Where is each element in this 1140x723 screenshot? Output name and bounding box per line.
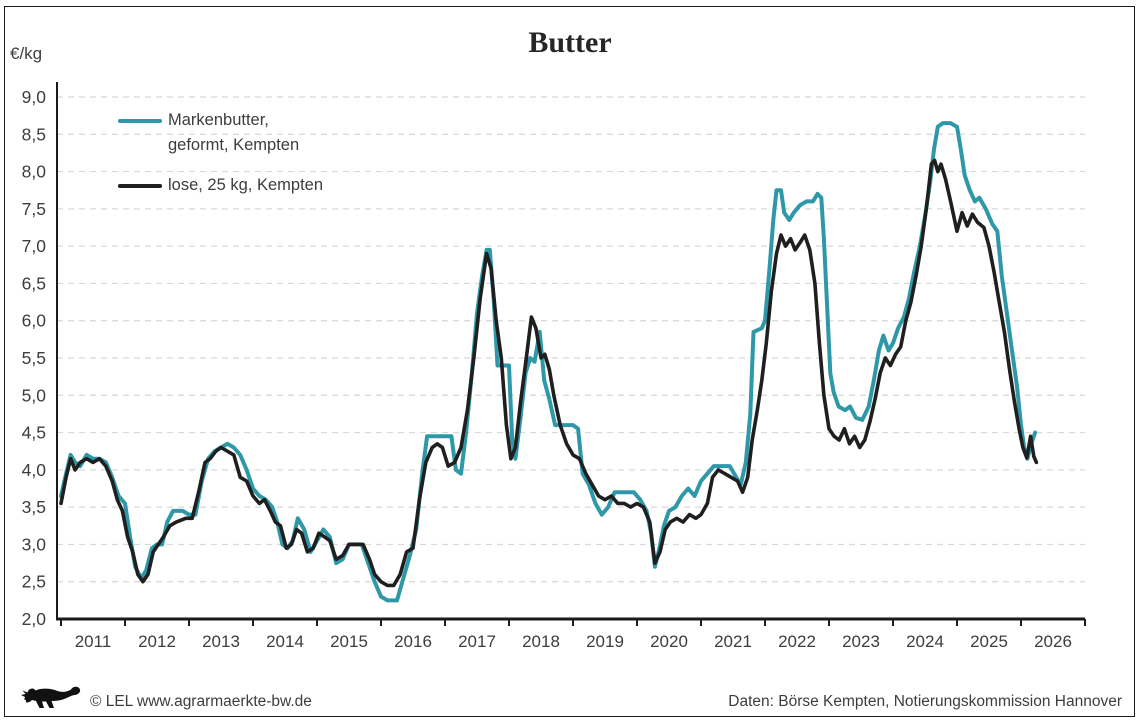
x-tick-label: 2020 — [650, 632, 688, 651]
lose-price-line — [59, 158, 1039, 588]
legend-item-markenbutter: Markenbutter, geformt, Kempten — [118, 108, 323, 158]
y-axis-unit-label: €/kg — [10, 44, 43, 63]
copyright-text: © LEL www.agrarmaerkte-bw.de — [90, 693, 312, 710]
x-tick-label: 2014 — [266, 632, 304, 651]
y-tick-label: 6,0 — [22, 311, 47, 331]
y-tick-label: 2,0 — [22, 609, 47, 629]
y-tick-label: 4,5 — [22, 423, 46, 443]
page-title: Butter — [528, 26, 612, 59]
y-tick-label: 9,0 — [22, 87, 47, 107]
y-tick-label: 3,0 — [22, 534, 47, 554]
lose-line-swatch — [118, 184, 162, 188]
data-source-text: Daten: Börse Kempten, Notierungskommissi… — [728, 693, 1122, 710]
x-tick-label: 2023 — [842, 632, 880, 651]
y-tick-label: 3,5 — [22, 497, 46, 517]
x-tick-label: 2026 — [1034, 632, 1072, 651]
y-tick-label: 5,5 — [22, 348, 46, 368]
x-tick-label: 2015 — [330, 632, 368, 651]
y-tick-label: 7,0 — [22, 236, 47, 256]
legend-label: geformt, Kempten — [168, 136, 300, 154]
x-tick-label: 2021 — [714, 632, 752, 651]
markenbutter-price-line — [59, 121, 1038, 603]
x-tick-label: 2017 — [458, 632, 496, 651]
y-tick-label: 6,5 — [22, 273, 46, 293]
chart-legend: Markenbutter, geformt, Kempten lose, 25 … — [118, 108, 323, 198]
x-tick-label: 2018 — [522, 632, 560, 651]
y-tick-label: 5,0 — [22, 385, 47, 405]
x-tick-label: 2024 — [906, 632, 944, 651]
y-tick-label: 4,0 — [22, 460, 47, 480]
x-tick-label: 2013 — [202, 632, 240, 651]
x-tick-label: 2025 — [970, 632, 1008, 651]
x-tick-label: 2019 — [586, 632, 624, 651]
lion-logo-icon — [21, 686, 81, 708]
legend-label: Markenbutter, — [168, 111, 269, 129]
legend-item-lose: lose, 25 kg, Kempten — [118, 173, 323, 198]
legend-label: lose, 25 kg, Kempten — [168, 176, 324, 194]
y-tick-label: 2,5 — [22, 572, 46, 592]
x-tick-label: 2011 — [75, 632, 112, 651]
y-tick-label: 8,0 — [22, 162, 47, 182]
chart-outer-border — [4, 6, 1135, 717]
y-tick-label: 8,5 — [22, 124, 46, 144]
x-tick-label: 2016 — [394, 632, 432, 651]
x-tick-label: 2022 — [778, 632, 816, 651]
y-tick-label: 7,5 — [22, 199, 46, 219]
x-tick-label: 2012 — [138, 632, 176, 651]
markenbutter-line-swatch — [118, 119, 162, 123]
